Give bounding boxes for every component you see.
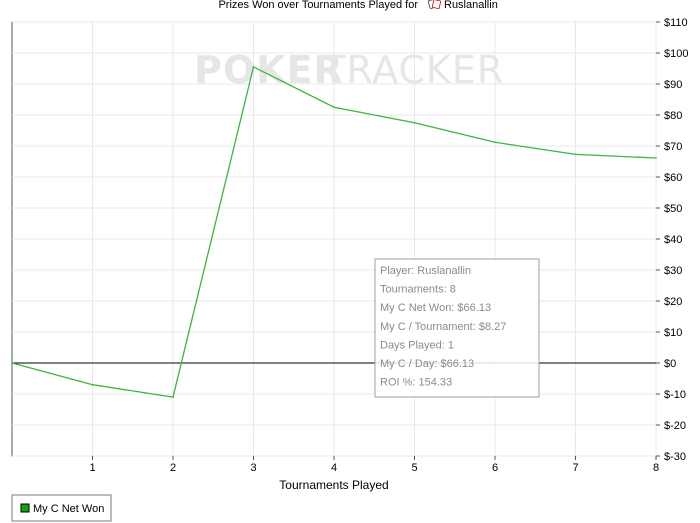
hover-tooltip: Player: Ruslanallin Tournaments: 8 My C Ne…: [374, 258, 540, 398]
grid: [12, 21, 657, 457]
y-tick-label: $40: [664, 234, 682, 246]
x-axis-title: Tournaments Played: [279, 478, 388, 492]
x-tick-label: 6: [492, 462, 498, 474]
x-axis: 1 2 3 4 5 6 7 8: [89, 456, 659, 474]
legend-label: My C Net Won: [33, 503, 104, 515]
tooltip-line: Player: Ruslanallin: [380, 265, 471, 277]
tooltip-line: My C / Tournament: $8.27: [380, 321, 506, 333]
legend-swatch: [20, 503, 30, 513]
tooltip-line: Tournaments: 8: [380, 284, 456, 296]
x-tick-label: 3: [250, 462, 256, 474]
series-layer: [11, 66, 657, 398]
y-tick-label: $80: [664, 110, 682, 122]
y-tick-label: $-20: [664, 420, 686, 432]
y-tick-label: $110: [664, 17, 688, 29]
y-tick-label: $0: [664, 358, 676, 370]
watermark-text-left: POKER: [194, 48, 344, 92]
data-point: [172, 396, 174, 398]
x-tick-label: 2: [170, 462, 176, 474]
data-point: [494, 141, 496, 144]
y-tick-label: $50: [664, 203, 682, 215]
x-tick-label: 1: [89, 462, 95, 474]
tooltip-line: Days Played: 1: [380, 339, 454, 351]
tooltip-line: My C / Day: $66.13: [380, 358, 474, 370]
y-tick-label: $60: [664, 172, 682, 184]
y-tick-label: $-30: [664, 451, 686, 463]
chart-title-player: Ruslanallin: [444, 0, 498, 11]
legend: My C Net Won: [11, 494, 112, 522]
data-point: [655, 157, 657, 159]
watermark-text-right: TRACKER: [321, 48, 504, 92]
tooltip-box: [374, 258, 540, 398]
y-tick-label: $-10: [664, 389, 686, 401]
y-tick-label: $30: [664, 265, 682, 277]
y-tick-label: $10: [664, 327, 682, 339]
chart-title: Prizes Won over Tournaments Played for: [218, 0, 418, 11]
x-tick-label: 8: [653, 462, 659, 474]
x-tick-label: 7: [572, 462, 578, 474]
tooltip-line: ROI %: 154.33: [380, 377, 452, 389]
y-tick-label: $90: [664, 79, 682, 91]
y-tick-label: $70: [664, 141, 682, 153]
data-point: [413, 121, 416, 124]
tooltip-line: My C Net Won: $66.13: [380, 302, 491, 314]
data-point: [252, 66, 255, 68]
y-axis: $110 $100 $90 $80 $70 $60 $50 $40 $30 $20 $10 $0 $-1…: [656, 17, 688, 463]
x-tick-label: 4: [331, 462, 337, 474]
data-point: [574, 153, 577, 156]
y-tick-label: $20: [664, 296, 682, 308]
data-point: [91, 383, 94, 386]
pokertracker-watermark: POKER TRACKER: [194, 48, 504, 92]
data-point: [333, 106, 335, 109]
y-tick-label: $100: [664, 48, 688, 60]
data-point: [11, 362, 13, 364]
poker-cards-icon: [427, 0, 441, 9]
x-tick-label: 5: [411, 462, 417, 474]
